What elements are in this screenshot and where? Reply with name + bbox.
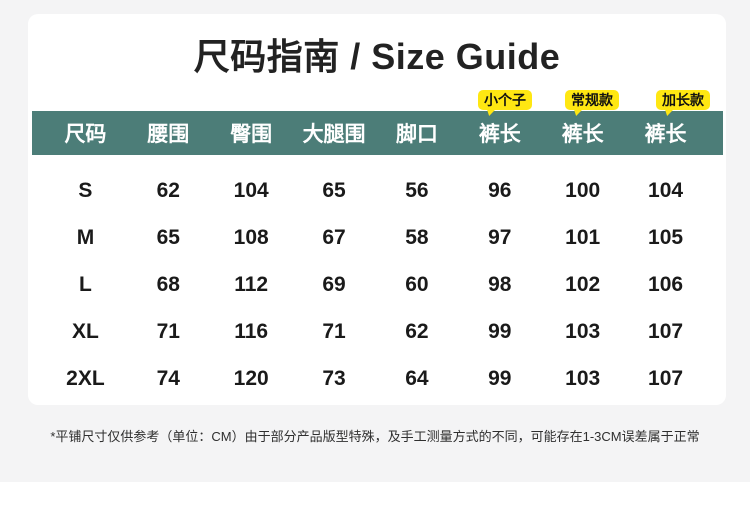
value-cell: 73 (322, 366, 346, 390)
value-cell: 104 (233, 178, 269, 202)
value-cell: 97 (488, 225, 512, 249)
value-cell: 60 (405, 272, 429, 296)
measurement-disclaimer: *平铺尺寸仅供参考（单位：CM）由于部分产品版型特殊，及手工测量方式的不同，可能… (50, 429, 700, 444)
value-cell: 71 (322, 319, 346, 343)
value-cell: 64 (405, 366, 429, 390)
value-cell: 62 (156, 178, 180, 202)
value-cell: 99 (488, 319, 512, 343)
value-cell: 100 (565, 178, 601, 202)
value-cell: 103 (565, 319, 601, 343)
table-row: S 62 104 65 56 96 100 104 (32, 167, 723, 214)
header-cell-6: 裤长 (561, 123, 604, 146)
value-cell: 104 (648, 178, 684, 202)
value-cell: 69 (322, 272, 346, 296)
fit-badge-3: 加长款 (656, 90, 710, 110)
fit-badge-2: 常规款 (565, 90, 619, 110)
fit-badges: 小个子 常规款 加长款 (28, 90, 726, 110)
row-label: 2XL (66, 366, 105, 390)
value-cell: 58 (405, 225, 429, 249)
value-cell: 62 (405, 319, 429, 343)
value-cell: 67 (322, 225, 346, 249)
header-cell-0: 尺码 (64, 123, 107, 146)
value-cell: 112 (234, 272, 269, 296)
table-row: L 68 112 69 60 98 102 106 (32, 261, 723, 308)
table-row: XL 71 116 71 62 99 103 107 (32, 308, 723, 355)
value-cell: 108 (233, 225, 269, 249)
header-cell-1: 腰围 (147, 123, 190, 146)
value-cell: 103 (565, 366, 601, 390)
page-title: 尺码指南 / Size Guide (193, 36, 561, 77)
value-cell: 56 (405, 178, 429, 202)
header-cell-2: 臀围 (230, 123, 273, 146)
row-label: L (79, 272, 92, 296)
row-label: S (78, 178, 93, 202)
row-label: XL (72, 319, 99, 343)
value-cell: 65 (322, 178, 346, 202)
value-cell: 120 (233, 366, 269, 390)
size-table-body: S 62 104 65 56 96 100 104 M 65 108 67 58 97 101 105 L 68 1… (32, 155, 723, 402)
value-cell: 107 (648, 319, 684, 343)
header-cell-7: 裤长 (644, 123, 687, 146)
value-cell: 96 (488, 178, 512, 202)
value-cell: 98 (488, 272, 512, 296)
fit-badge-1: 小个子 (478, 90, 532, 110)
size-guide-card: 尺码指南 / Size Guide 小个子 常规款 加长款 尺码 腰围 臀围 大腿围 脚口 裤… (28, 14, 726, 405)
value-cell: 71 (156, 319, 180, 343)
value-cell: 101 (565, 225, 601, 249)
table-row: M 65 108 67 58 97 101 105 (32, 214, 723, 261)
value-cell: 116 (234, 319, 269, 343)
value-cell: 68 (156, 272, 180, 296)
value-cell: 74 (156, 366, 180, 390)
value-cell: 105 (648, 225, 684, 249)
header-cell-5: 裤长 (478, 123, 521, 146)
value-cell: 99 (488, 366, 512, 390)
header-cell-3: 大腿围 (302, 123, 366, 146)
value-cell: 65 (156, 225, 180, 249)
size-table-header: 尺码 腰围 臀围 大腿围 脚口 裤长 裤长 裤长 (32, 111, 723, 155)
row-label: M (76, 225, 95, 249)
table-row: 2XL 74 120 73 64 99 103 107 (32, 355, 723, 402)
value-cell: 106 (648, 272, 684, 296)
value-cell: 107 (648, 366, 684, 390)
header-cell-4: 脚口 (395, 123, 438, 146)
value-cell: 102 (565, 272, 601, 296)
